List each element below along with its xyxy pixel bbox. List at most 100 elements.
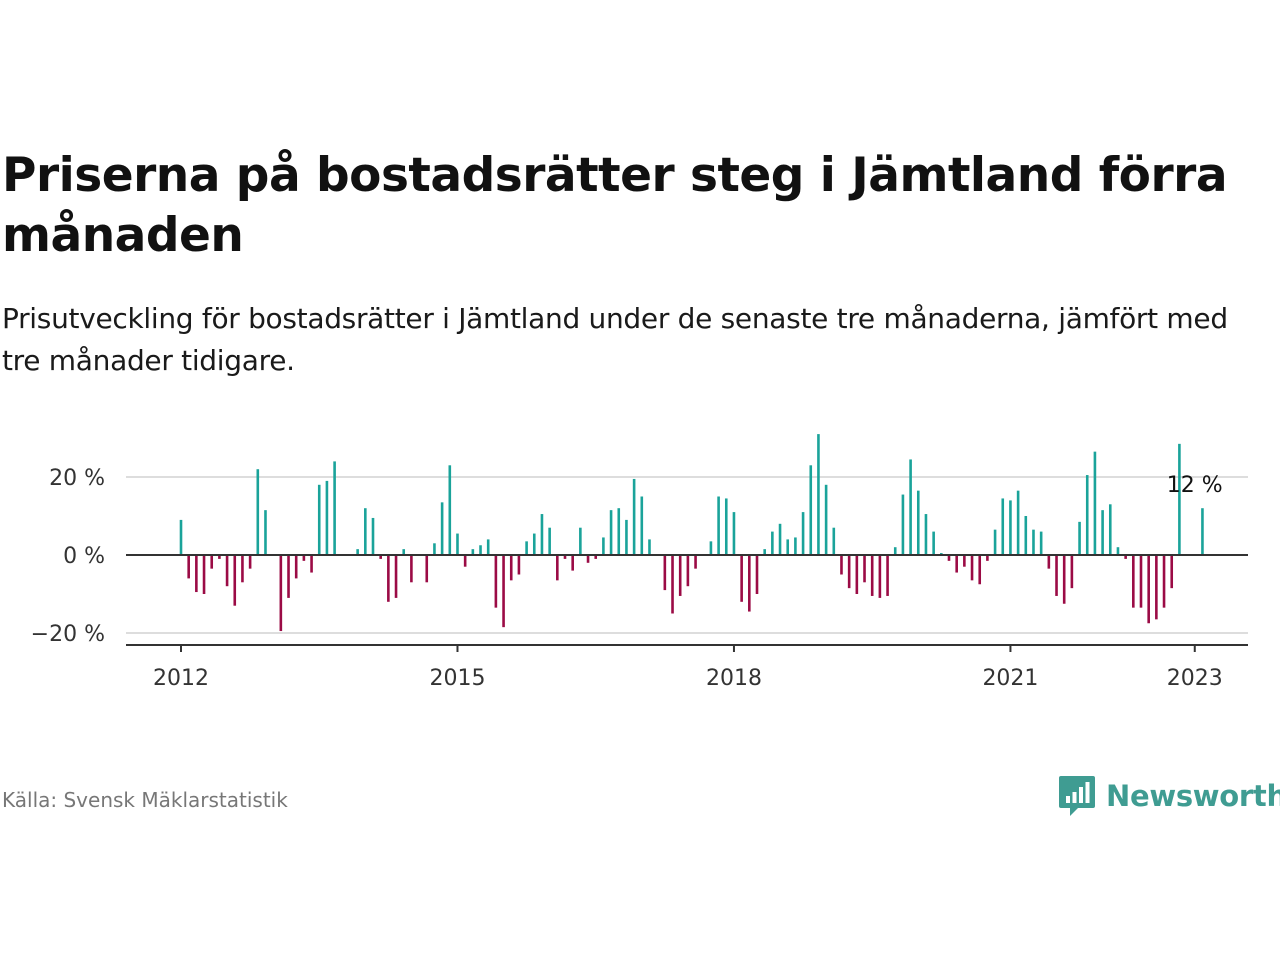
- bar: [1178, 443, 1181, 555]
- bar: [1016, 490, 1020, 555]
- bar: [1001, 498, 1005, 555]
- bar: [256, 469, 260, 555]
- bar: [463, 555, 467, 567]
- bar: [1032, 529, 1035, 555]
- bar: [494, 555, 498, 608]
- bar: [394, 555, 398, 598]
- bar: [525, 541, 528, 555]
- bar: [732, 512, 736, 555]
- bar: [1139, 555, 1143, 608]
- bar: [763, 549, 766, 555]
- bar: [609, 510, 613, 555]
- bar: [325, 480, 329, 555]
- bar: [1170, 555, 1174, 589]
- bar: [225, 555, 229, 587]
- bar: [486, 539, 490, 555]
- bar: [916, 490, 920, 555]
- bar: [456, 533, 459, 555]
- bar: [1162, 555, 1166, 608]
- bar: [1039, 531, 1043, 555]
- bar: [625, 519, 628, 555]
- bar: [1047, 555, 1051, 569]
- bar: [978, 555, 982, 585]
- bar: [648, 539, 651, 555]
- bar: [632, 478, 636, 555]
- bar: [1024, 516, 1028, 555]
- bar: [824, 484, 828, 555]
- bar: [532, 533, 536, 555]
- bar: [287, 555, 290, 598]
- bar: [717, 496, 720, 555]
- bar: [617, 508, 621, 555]
- bar: [886, 555, 889, 596]
- bar: [640, 496, 644, 555]
- bar: [563, 555, 567, 559]
- bar: [1078, 521, 1081, 555]
- bar: [387, 555, 390, 602]
- bar: [771, 531, 774, 555]
- chart-subtitle: Prisutveckling för bostadsrätter i Jämtl…: [2, 302, 1228, 377]
- bar: [579, 527, 582, 555]
- bar: [517, 555, 521, 575]
- bar: [870, 555, 874, 596]
- newsworthy-logo[interactable]: Newsworthy: [1058, 772, 1280, 820]
- bar: [1132, 555, 1135, 608]
- bar: [302, 555, 306, 561]
- bar: [548, 527, 551, 555]
- y-tick-label: 20 %: [49, 466, 105, 491]
- source-note: Källa: Svensk Mäklarstatistik: [2, 788, 288, 812]
- x-tick-label: 2023: [1167, 666, 1223, 691]
- bars: [179, 434, 1204, 632]
- bar: [356, 549, 359, 555]
- bar: [402, 549, 406, 555]
- bar: [724, 498, 728, 555]
- bar: [264, 510, 267, 555]
- gridlines: [126, 476, 1248, 634]
- bar: [686, 555, 690, 587]
- bar: [809, 465, 813, 555]
- bar: [993, 529, 997, 555]
- bar: [1062, 555, 1066, 604]
- bar: [801, 512, 805, 555]
- bar: [502, 555, 505, 628]
- bar: [893, 547, 897, 555]
- bar: [901, 494, 905, 555]
- bar: [663, 555, 667, 591]
- bar: [187, 555, 190, 579]
- bar: [433, 543, 436, 555]
- bar: [709, 541, 713, 555]
- bar: [202, 555, 206, 594]
- bar: [740, 555, 743, 602]
- bar: [379, 555, 382, 559]
- bar: [241, 555, 244, 583]
- bar: [556, 555, 559, 581]
- bar: [1085, 475, 1089, 555]
- bar: [847, 555, 851, 589]
- x-tick-label: 2018: [706, 666, 762, 691]
- y-tick-label: −20 %: [31, 622, 105, 647]
- bar: [195, 555, 198, 593]
- bar: [1147, 555, 1150, 624]
- bar: [602, 537, 605, 555]
- bar: [440, 502, 444, 555]
- bar: [955, 555, 958, 573]
- bar: [1055, 555, 1058, 596]
- bar: [279, 555, 283, 632]
- bar: [471, 549, 475, 555]
- bar: [479, 545, 482, 555]
- bar-chart: 20 % 0 % −20 % 2012 2015 2018 2021 2023 12 %: [31, 434, 1248, 691]
- bar: [794, 537, 797, 555]
- x-tick-label: 2012: [153, 666, 209, 691]
- bar: [932, 531, 935, 555]
- bar: [1093, 451, 1097, 555]
- bar: [963, 555, 966, 567]
- bar: [755, 555, 759, 594]
- y-tick-label: 0 %: [63, 544, 105, 569]
- bar: [671, 555, 674, 614]
- bar: [947, 555, 951, 561]
- bar: [1108, 504, 1112, 555]
- bar: [1124, 555, 1127, 559]
- bar: [448, 465, 452, 555]
- bar: [694, 555, 697, 569]
- bar: [364, 508, 367, 555]
